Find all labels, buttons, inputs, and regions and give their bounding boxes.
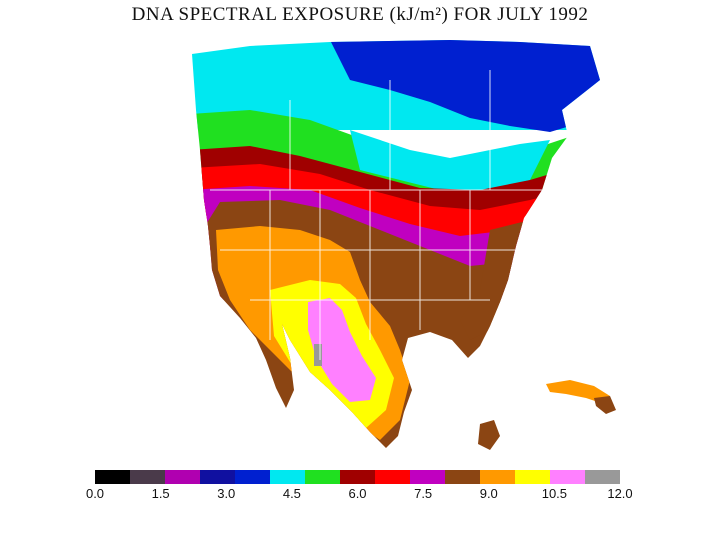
exposure-map	[192, 40, 616, 450]
scale-swatch	[480, 470, 516, 484]
scale-swatch	[515, 470, 551, 484]
scale-swatch	[95, 470, 131, 484]
island-central-america	[478, 420, 500, 450]
island-hispaniola	[594, 396, 616, 414]
scale-tick-label: 7.5	[414, 486, 433, 501]
band-cyan-south	[350, 130, 550, 190]
scale-swatch	[340, 470, 376, 484]
scale-swatch	[305, 470, 341, 484]
scale-swatch	[550, 470, 586, 484]
map-title: DNA SPECTRAL EXPOSURE (kJ/m²) FOR JULY 1…	[0, 4, 720, 26]
band-pink	[308, 298, 376, 402]
scale-swatch	[130, 470, 166, 484]
scale-swatch	[270, 470, 306, 484]
band-gray-patch	[314, 344, 322, 366]
color-scale-bar	[95, 470, 620, 484]
color-scale-ticks: 0.0 1.5 3.0 4.5 6.0 7.5 9.0 10.5 12.0	[0, 486, 720, 506]
scale-swatch	[410, 470, 446, 484]
scale-swatch	[445, 470, 481, 484]
scale-swatch	[585, 470, 620, 484]
boundaries	[210, 70, 590, 360]
band-blue	[330, 40, 600, 132]
scale-swatch	[235, 470, 271, 484]
scale-swatch	[200, 470, 236, 484]
scale-tick-label: 6.0	[348, 486, 367, 501]
scale-tick-label: 4.5	[282, 486, 301, 501]
scale-swatch	[375, 470, 411, 484]
scale-tick-label: 0.0	[85, 486, 105, 501]
scale-tick-label: 10.5	[541, 486, 568, 501]
scale-swatch	[165, 470, 201, 484]
scale-tick-label: 1.5	[151, 486, 170, 501]
scale-tick-label: 12.0	[607, 486, 633, 501]
scale-tick-label: 3.0	[217, 486, 236, 501]
scale-tick-label: 9.0	[479, 486, 498, 501]
map-title-text: DNA SPECTRAL EXPOSURE (kJ/m²) FOR JULY 1…	[131, 4, 589, 25]
